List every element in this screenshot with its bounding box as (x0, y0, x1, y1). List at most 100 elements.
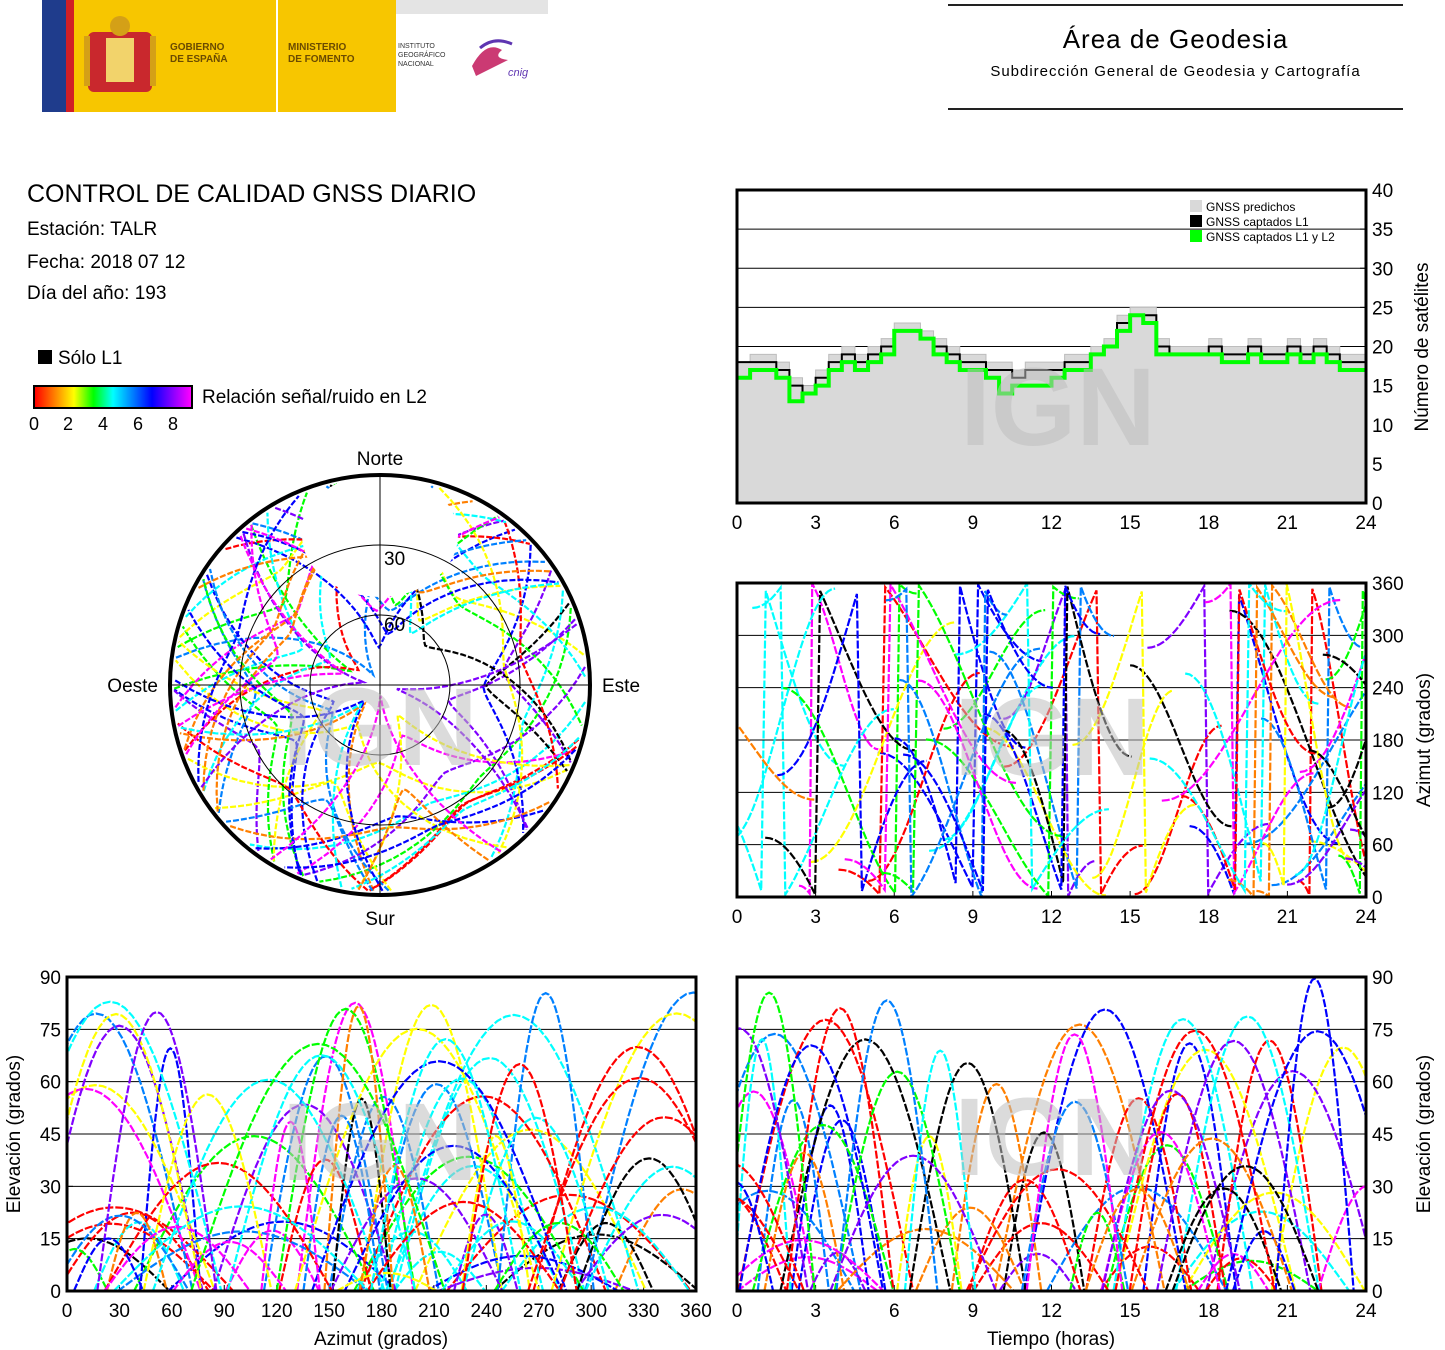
sky-track (173, 524, 353, 690)
legend-swatch (1190, 215, 1202, 227)
x-tick-label: 3 (810, 513, 821, 534)
ea-track (359, 1003, 503, 1291)
az-track (1228, 584, 1336, 897)
y-tick-label: 75 (40, 1020, 61, 1041)
legend-swatch (1190, 200, 1202, 212)
et-track (737, 1189, 856, 1291)
ea-track (323, 1004, 394, 1291)
y-tick-label: 45 (40, 1125, 61, 1146)
chart-elev_azimuth: 0 15 30 45 60 75 90 0 30 60 90 120 150 180 210 240 270 30… (4, 968, 712, 1350)
az-track (989, 586, 1115, 889)
sky-track (485, 602, 570, 772)
az-track (1003, 589, 1143, 895)
et-track (1204, 1257, 1278, 1291)
l1-only-label: Sólo L1 (58, 348, 123, 369)
y-tick-label: 15 (1372, 377, 1393, 398)
y-tick-label: 180 (1372, 731, 1404, 752)
y-tick-label: 20 (1372, 338, 1393, 359)
sky-track (284, 748, 577, 869)
et-track (833, 1070, 961, 1291)
y-tick-label: 90 (40, 968, 61, 989)
ea-track (393, 1250, 486, 1291)
x-tick-label: 150 (313, 1301, 345, 1322)
az-track (752, 584, 894, 897)
north-label: Norte (357, 449, 403, 470)
et-track (1101, 1089, 1241, 1291)
snr-colorbar (33, 385, 193, 409)
y-axis-label: Elevación (grados) (4, 1055, 25, 1213)
sky-track (319, 607, 572, 883)
y-tick-label: 35 (1372, 220, 1393, 241)
az-track (943, 609, 1046, 730)
y-tick-label: 15 (40, 1230, 61, 1251)
et-track (1225, 1030, 1366, 1291)
et-track (896, 1135, 963, 1291)
az-track (737, 722, 815, 801)
et-track (1270, 1046, 1366, 1291)
x-tick-label: 6 (889, 1301, 900, 1322)
az-track (1260, 586, 1364, 890)
az-track (1287, 788, 1366, 886)
chart-sat_count: 0 5 10 15 20 25 30 35 40 0 3 6 9 12 15 18 21 24 IGN GNSS pr… (732, 181, 1433, 534)
x-tick-label: 30 (109, 1301, 130, 1322)
chart-azimuth_time: 0 60 120 180 240 300 360 0 3 6 9 12 15 18 21 24 IGN Azimu… (732, 574, 1435, 928)
et-track (797, 1119, 887, 1291)
az-track (1161, 598, 1341, 802)
sky-track (205, 573, 335, 882)
az-track (1003, 589, 1097, 897)
et-track (1130, 1137, 1294, 1291)
et-track (1069, 1211, 1126, 1291)
sky-track (178, 702, 363, 888)
ea-track (275, 1007, 416, 1291)
x-tick-label: 12 (1041, 1301, 1062, 1322)
az-track (1299, 649, 1366, 774)
ea-track (550, 1012, 696, 1291)
y-tick-label: 240 (1372, 679, 1404, 700)
et-track (737, 1037, 792, 1291)
et-track (1002, 1131, 1086, 1291)
ea-track (496, 991, 595, 1291)
et-track (1182, 1191, 1366, 1291)
et-track (998, 1252, 1078, 1291)
sky-track (185, 524, 279, 755)
x-tick-label: 15 (1120, 907, 1141, 928)
x-tick-label: 180 (366, 1301, 398, 1322)
y-tick-label: 0 (1372, 1282, 1383, 1303)
az-track (1256, 583, 1351, 897)
sky-track (501, 570, 572, 764)
ea-track (296, 1001, 415, 1291)
ea-track (336, 1271, 438, 1291)
et-track (1216, 1039, 1323, 1291)
ea-track (379, 1077, 545, 1291)
x-tick-label: 24 (1355, 1301, 1377, 1322)
series-1 (737, 314, 1367, 395)
ea-track (393, 1056, 586, 1291)
ea-track (359, 1095, 607, 1291)
ea-track (67, 1087, 202, 1291)
x-tick-label: 21 (1277, 1301, 1298, 1322)
y-tick-label: 0 (1372, 494, 1383, 515)
x-tick-label: 6 (889, 907, 900, 928)
et-track (972, 1222, 1110, 1291)
et-track (1114, 1029, 1276, 1291)
et-track (1205, 1069, 1366, 1291)
legend-label: GNSS captados L1 y L2 (1206, 230, 1335, 244)
x-tick-label: 9 (968, 907, 979, 928)
svg-text:cnig: cnig (508, 67, 529, 79)
et-track (835, 999, 939, 1291)
et-track (779, 1038, 952, 1291)
sky-frame (168, 473, 592, 897)
header-rule-top (948, 4, 1403, 6)
x-tick-label: 18 (1198, 513, 1219, 534)
az-track (1184, 584, 1319, 882)
ea-track (461, 1116, 610, 1291)
ea-track (113, 1205, 370, 1291)
ea-tracks (67, 991, 696, 1291)
ea-track (167, 1220, 399, 1291)
colorbar-tick: 8 (168, 414, 179, 434)
y-tick-label: 10 (1372, 416, 1393, 437)
sky-track (489, 590, 564, 859)
l1-only-swatch (38, 350, 52, 364)
area-subtitle: Subdirección General de Geodesia y Carto… (990, 63, 1361, 80)
et-track (751, 1123, 895, 1291)
